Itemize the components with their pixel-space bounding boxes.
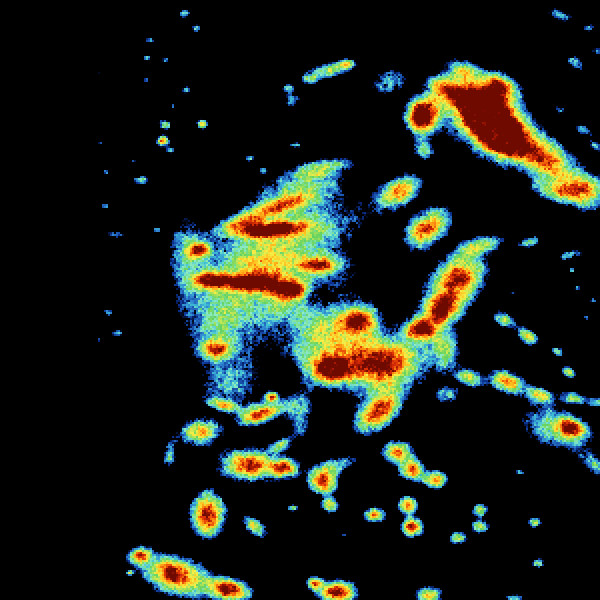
radar-image [0, 0, 600, 600]
radar-viewport [0, 0, 600, 600]
